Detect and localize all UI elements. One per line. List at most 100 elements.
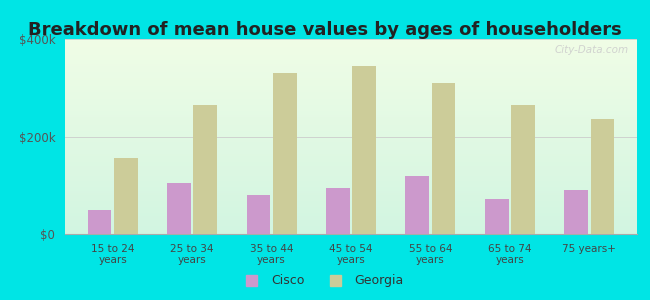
Bar bbox=[65, 142, 637, 144]
Bar bbox=[65, 121, 637, 123]
Bar bbox=[65, 176, 637, 177]
Bar bbox=[65, 148, 637, 150]
Bar bbox=[65, 224, 637, 226]
Bar bbox=[65, 109, 637, 111]
Bar bbox=[65, 105, 637, 107]
Bar bbox=[65, 131, 637, 133]
Bar bbox=[65, 133, 637, 134]
Bar bbox=[65, 160, 637, 162]
Bar bbox=[65, 158, 637, 160]
Bar bbox=[65, 150, 637, 152]
Bar bbox=[65, 123, 637, 125]
Bar bbox=[65, 185, 637, 187]
Bar bbox=[273, 73, 296, 234]
Bar bbox=[65, 212, 637, 214]
Bar bbox=[65, 166, 637, 168]
Bar bbox=[65, 154, 637, 156]
Bar bbox=[65, 193, 637, 195]
Bar bbox=[65, 162, 637, 164]
Bar bbox=[65, 78, 637, 80]
Legend: Cisco, Georgia: Cisco, Georgia bbox=[242, 270, 408, 291]
Bar bbox=[65, 209, 637, 211]
Bar bbox=[65, 218, 637, 220]
Bar bbox=[65, 88, 637, 90]
Bar bbox=[246, 195, 270, 234]
Bar bbox=[590, 119, 614, 234]
Bar bbox=[65, 51, 637, 52]
Bar bbox=[65, 170, 637, 172]
Text: City-Data.com: City-Data.com bbox=[554, 45, 629, 55]
Bar bbox=[65, 95, 637, 98]
Bar bbox=[65, 66, 637, 68]
Bar bbox=[65, 220, 637, 222]
Bar bbox=[65, 195, 637, 197]
Bar bbox=[65, 207, 637, 209]
Bar bbox=[65, 62, 637, 64]
Bar bbox=[65, 191, 637, 193]
Bar bbox=[65, 56, 637, 58]
Bar bbox=[65, 189, 637, 191]
Bar bbox=[167, 183, 191, 234]
Bar bbox=[114, 158, 138, 234]
Bar bbox=[65, 203, 637, 205]
Bar bbox=[65, 201, 637, 203]
Bar bbox=[65, 125, 637, 127]
Bar bbox=[193, 105, 217, 234]
Bar bbox=[65, 60, 637, 62]
Bar bbox=[65, 45, 637, 47]
Bar bbox=[65, 179, 637, 181]
Bar bbox=[485, 199, 509, 234]
Bar bbox=[65, 222, 637, 224]
Bar bbox=[65, 98, 637, 99]
Bar bbox=[326, 188, 350, 234]
Text: Breakdown of mean house values by ages of householders: Breakdown of mean house values by ages o… bbox=[28, 21, 622, 39]
Bar bbox=[65, 49, 637, 51]
Bar bbox=[65, 92, 637, 94]
Bar bbox=[432, 83, 456, 234]
Bar bbox=[352, 66, 376, 234]
Bar bbox=[65, 127, 637, 129]
Bar bbox=[511, 105, 535, 234]
Bar bbox=[65, 115, 637, 117]
Bar bbox=[65, 214, 637, 217]
Bar bbox=[65, 230, 637, 232]
Bar bbox=[65, 64, 637, 66]
Bar bbox=[65, 226, 637, 228]
Bar bbox=[65, 156, 637, 158]
Bar bbox=[65, 217, 637, 218]
Bar bbox=[88, 210, 112, 234]
Bar bbox=[65, 90, 637, 92]
Bar bbox=[65, 103, 637, 105]
Bar bbox=[65, 47, 637, 49]
Bar bbox=[65, 84, 637, 86]
Bar bbox=[65, 136, 637, 138]
Bar bbox=[65, 134, 637, 136]
Bar bbox=[65, 172, 637, 173]
Bar bbox=[65, 74, 637, 76]
Bar bbox=[406, 176, 429, 234]
Bar bbox=[65, 146, 637, 148]
Bar bbox=[65, 72, 637, 74]
Bar bbox=[65, 113, 637, 115]
Bar bbox=[65, 101, 637, 103]
Bar bbox=[65, 70, 637, 72]
Bar bbox=[65, 39, 637, 41]
Bar bbox=[65, 205, 637, 207]
Bar bbox=[65, 144, 637, 146]
Bar bbox=[65, 53, 637, 55]
Bar bbox=[65, 129, 637, 130]
Bar bbox=[65, 111, 637, 113]
Bar bbox=[65, 76, 637, 78]
Bar bbox=[65, 197, 637, 199]
Bar bbox=[65, 138, 637, 140]
Bar bbox=[65, 99, 637, 101]
Bar bbox=[65, 228, 637, 230]
Bar bbox=[65, 41, 637, 43]
Bar bbox=[564, 190, 588, 234]
Bar bbox=[65, 86, 637, 88]
Bar bbox=[65, 119, 637, 121]
Bar bbox=[65, 58, 637, 60]
Bar bbox=[65, 199, 637, 201]
Bar bbox=[65, 107, 637, 109]
Bar bbox=[65, 164, 637, 166]
